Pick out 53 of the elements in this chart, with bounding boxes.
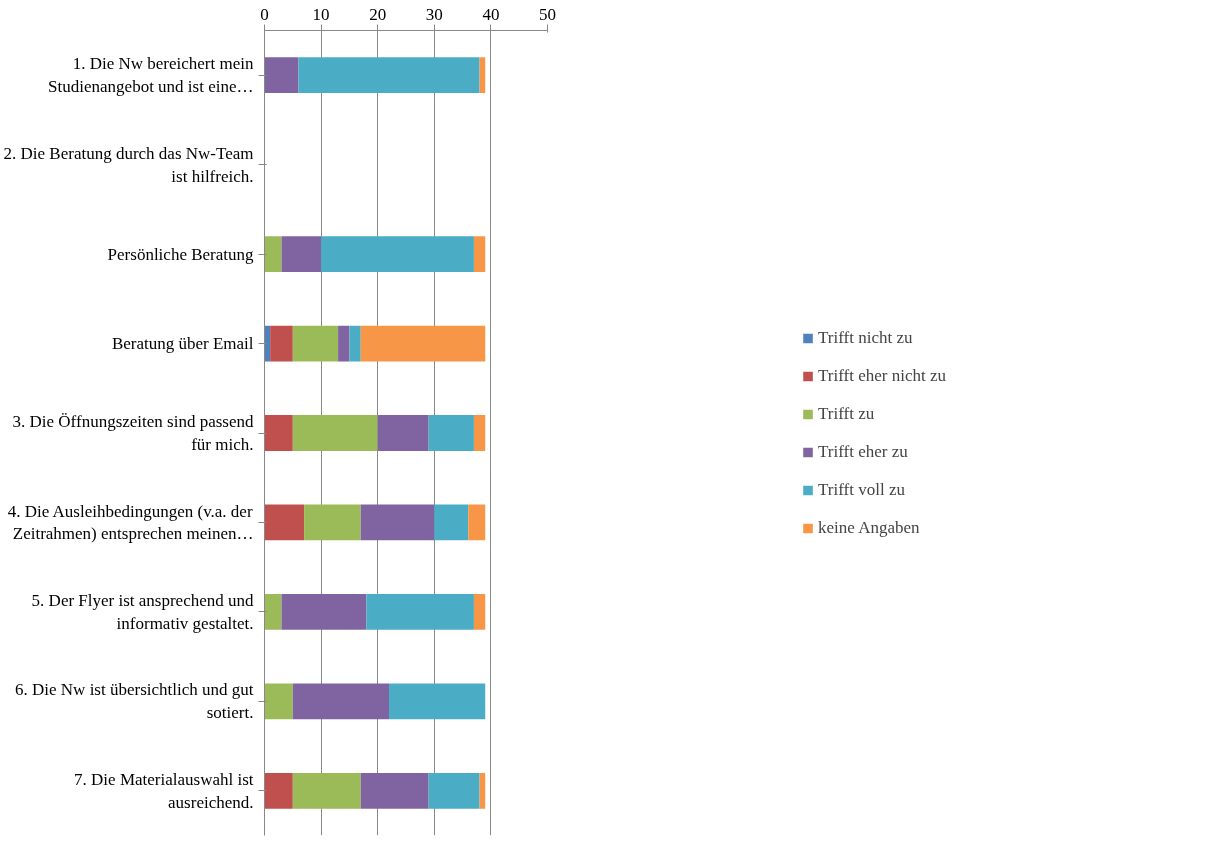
bar	[264, 683, 293, 720]
y-tick-label: 6. Die Nw ist übersichtlich und gut sotiert.	[15, 680, 254, 723]
bar	[389, 683, 486, 720]
x-tick-label: 0	[260, 4, 269, 24]
y-tick-label: Beratung über Email	[111, 334, 254, 354]
bar	[473, 236, 486, 272]
bar	[264, 415, 293, 451]
bar	[304, 504, 361, 541]
x-tick-label: 40	[482, 4, 500, 24]
x-tick-label: 30	[425, 4, 443, 24]
bar	[264, 57, 299, 94]
bar	[349, 325, 361, 362]
bar	[281, 236, 322, 272]
bar	[428, 772, 480, 809]
bar	[264, 594, 282, 630]
bar	[377, 415, 429, 451]
bar	[360, 772, 429, 809]
x-tick-label: 10	[312, 4, 330, 24]
bar	[360, 504, 435, 541]
bar	[360, 325, 486, 362]
x-tick-label: 50	[539, 4, 556, 24]
bar	[298, 57, 480, 94]
bar	[281, 594, 367, 630]
legend-label: Trifft zu	[818, 403, 875, 424]
y-tick-label: 5. Der Flyer ist ansprechend und informativ gestaltet.	[31, 590, 254, 633]
bar	[428, 415, 474, 451]
legend-label: Trifft eher nicht zu	[818, 365, 946, 386]
bar	[434, 504, 469, 541]
y-tick-label: Persönliche Beratung	[107, 244, 254, 264]
bar	[264, 236, 282, 272]
y-tick-label: 7. Die Materialauswahl ist ausreichend.	[74, 769, 254, 812]
bar	[473, 415, 486, 451]
bar	[321, 236, 474, 272]
legend-label: Trifft nicht zu	[818, 327, 913, 348]
bar	[292, 415, 378, 451]
y-tick-label: 3. Die Öffnungszeiten sind passend für mich.	[12, 412, 254, 454]
bar	[292, 325, 339, 362]
y-tick-label: 2. Die Beratung durch das Nw-Team ist hilfreich.	[3, 143, 254, 186]
legend-label: Trifft voll zu	[818, 479, 905, 500]
bar	[468, 504, 486, 541]
bar	[264, 504, 305, 541]
legend-label: Trifft eher zu	[818, 441, 908, 462]
y-tick-label: 4. Die Ausleihbedingungen (v.a. der Zeitrahmen) entsprechen meinen…	[7, 501, 254, 544]
bar	[270, 325, 293, 362]
bar	[292, 772, 361, 809]
bar	[366, 594, 474, 630]
legend-label: keine Angaben	[818, 517, 920, 538]
bar	[338, 325, 350, 362]
bar	[292, 683, 390, 720]
bar	[264, 772, 293, 809]
y-tick-label: 1. Die Nw bereichert mein Studienangebot und ist eine…	[48, 54, 254, 97]
bar	[473, 594, 486, 630]
x-tick-label: 20	[369, 4, 387, 24]
